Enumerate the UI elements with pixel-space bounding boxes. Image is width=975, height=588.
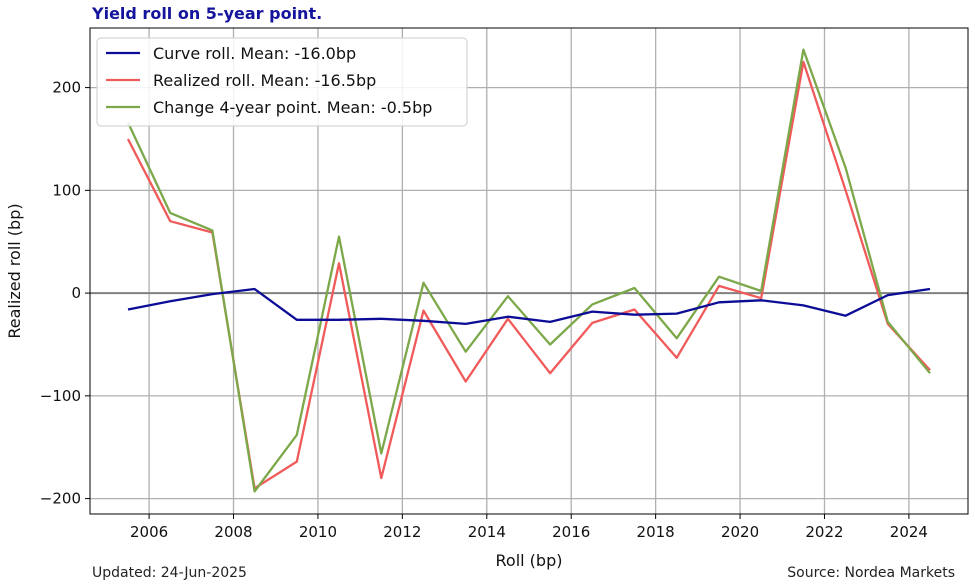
x-tick-label: 2010 <box>299 523 337 541</box>
x-axis-ticks: 2006 2008 2010 2012 2014 2016 2018 2020 2022 2024 <box>130 514 928 541</box>
series-line-0 <box>127 287 931 326</box>
legend-label-1: Realized roll. Mean: -16.5bp <box>153 71 376 90</box>
x-tick-label: 2018 <box>637 523 675 541</box>
x-tick-label: 2014 <box>468 523 506 541</box>
x-tick-label: 2008 <box>214 523 252 541</box>
x-tick-label: 2012 <box>383 523 421 541</box>
plot-frame <box>89 27 969 515</box>
y-tick-label: 100 <box>52 181 81 199</box>
series-lines <box>126 48 931 493</box>
x-tick-label: 2006 <box>130 523 168 541</box>
chart-title: Yield roll on 5-year point. <box>92 4 323 23</box>
legend-label-0: Curve roll. Mean: -16.0bp <box>153 44 356 63</box>
x-tick-label: 2020 <box>721 523 759 541</box>
x-tick-label: 2024 <box>890 523 928 541</box>
x-axis-label: Roll (bp) <box>496 551 563 570</box>
x-tick-label: 2022 <box>805 523 843 541</box>
legend-box <box>96 37 468 127</box>
legend-label-2: Change 4-year point. Mean: -0.5bp <box>153 98 432 117</box>
y-axis-ticks: −200 −100 0 100 200 <box>40 79 90 508</box>
updated-note: Updated: 24-Jun-2025 <box>92 565 247 581</box>
y-tick-label: 200 <box>52 79 81 97</box>
y-tick-label: −200 <box>40 490 81 508</box>
x-tick-label: 2016 <box>552 523 590 541</box>
source-note: Source: Nordea Markets <box>787 565 955 581</box>
y-tick-label: 0 <box>71 284 81 302</box>
y-tick-label: −100 <box>40 387 81 405</box>
y-axis-label: Realized roll (bp) <box>5 203 24 338</box>
legend: Curve roll. Mean: -16.0bp Realized roll. … <box>96 37 468 127</box>
